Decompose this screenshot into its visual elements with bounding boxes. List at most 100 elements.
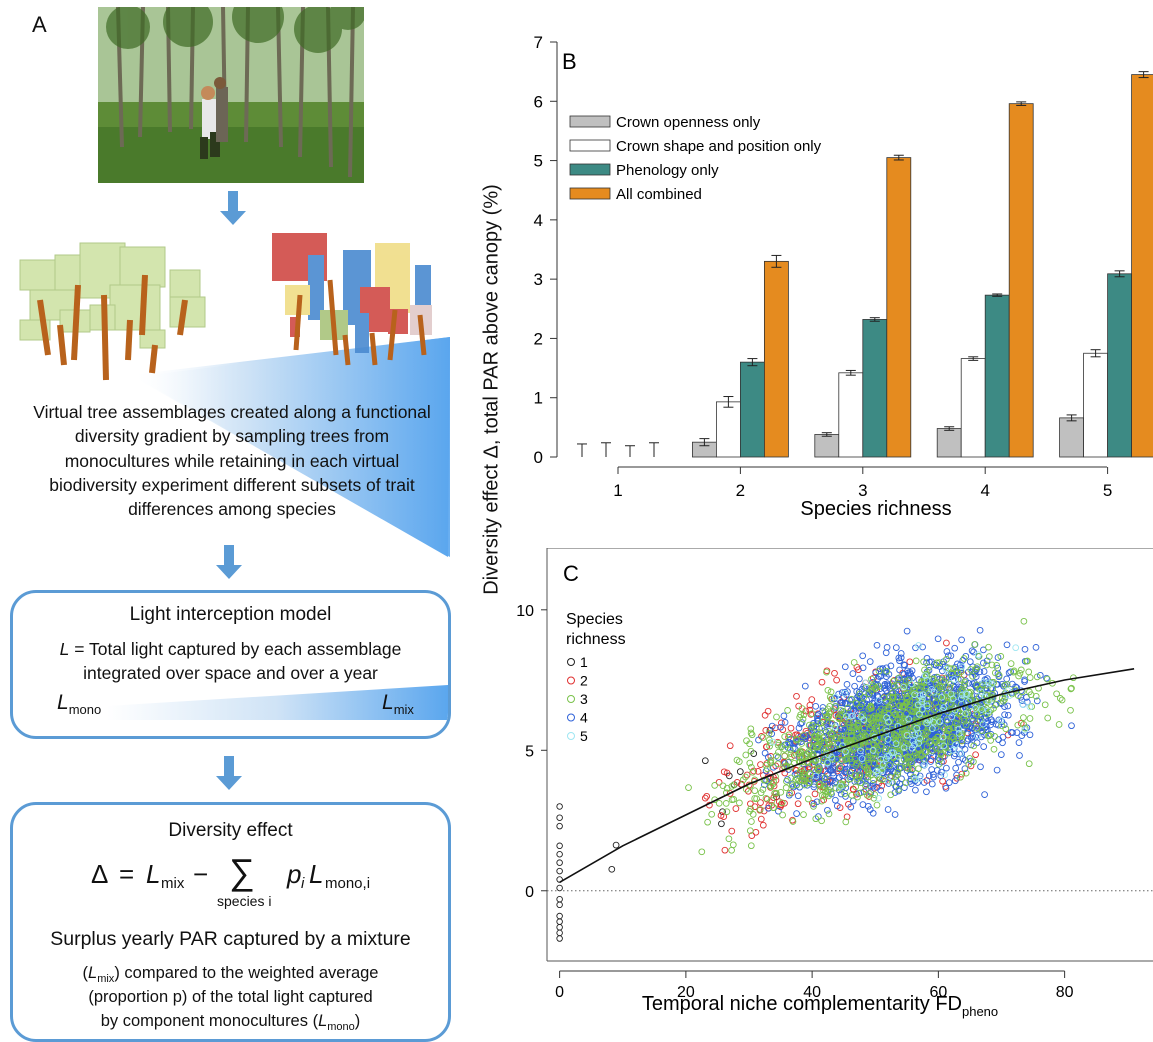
panel-c-point-sr3 <box>895 786 902 793</box>
panel-c-legend-label: 2 <box>580 673 588 689</box>
panel-c-point-sr1 <box>556 859 563 866</box>
panel-c-point-sr5 <box>905 715 913 723</box>
panel-c-point-sr4 <box>871 703 878 711</box>
panel-c-point-sr3 <box>845 721 853 729</box>
panel-c-point-sr3 <box>771 789 778 797</box>
panel-c-point-sr5 <box>915 642 922 649</box>
panel-c-point-sr4 <box>774 754 782 761</box>
panel-c-point-sr2 <box>723 769 731 777</box>
panel-c-point-sr3 <box>854 793 861 801</box>
line-a-rest: ) compared to the weighted average <box>114 964 379 982</box>
panel-c-point-sr3 <box>704 818 711 826</box>
panel-c-point-sr5 <box>963 691 971 698</box>
panel-c-point-sr3 <box>839 732 847 740</box>
panel-c-point-sr4 <box>892 644 900 651</box>
panel-c-point-sr3 <box>722 800 730 807</box>
panel-c-point-sr4 <box>1043 674 1050 682</box>
panel-c-point-sr3 <box>840 751 848 759</box>
panel-c-point-sr4 <box>815 711 822 718</box>
panel-c-point-sr3 <box>1055 721 1063 728</box>
panel-c-x-tick-label: 40 <box>803 984 821 1001</box>
panel-c-point-sr5 <box>857 747 864 755</box>
panel-c-point-sr3 <box>871 685 879 692</box>
panel-c-point-sr3 <box>890 682 898 690</box>
panel-c-point-sr5 <box>903 731 911 739</box>
panel-c-point-sr3 <box>922 673 930 681</box>
panel-c-point-sr3 <box>959 730 966 738</box>
panel-c-legend-marker <box>567 695 575 703</box>
panel-b-y-tick-label: 0 <box>534 448 543 467</box>
panel-c-point-sr3 <box>867 717 875 724</box>
panel-b-x-axis-label: Species richness <box>800 498 951 520</box>
panel-c-point-sr3 <box>997 653 1005 660</box>
panel-c-point-sr3 <box>1033 673 1041 681</box>
panel-c-point-sr3 <box>881 706 889 713</box>
light-model-title: Light interception model <box>129 604 332 625</box>
panel-c-point-sr3 <box>773 713 780 721</box>
panel-c-point-sr3 <box>789 782 796 789</box>
panel-c-point-sr3 <box>749 768 757 776</box>
panel-c-point-sr5 <box>882 755 890 763</box>
panel-c-point-sr2 <box>906 658 914 666</box>
panel-c-point-sr3 <box>827 730 835 738</box>
panel-c-point-sr3 <box>770 804 778 811</box>
panel-c-point-sr5 <box>908 680 916 688</box>
panel-c-point-sr2 <box>793 692 800 700</box>
panel-c-point-sr4 <box>951 777 959 785</box>
panel-c-point-sr4 <box>1001 711 1008 719</box>
panel-c-point-sr3 <box>903 693 910 701</box>
panel-c-point-sr3 <box>783 740 791 748</box>
panel-c-point-sr5 <box>900 744 908 751</box>
panel-c-point-sr3 <box>842 818 850 826</box>
panel-c-point-sr4 <box>883 768 890 776</box>
panel-c-point-sr1 <box>701 757 709 765</box>
panel-c-point-sr4 <box>981 791 988 798</box>
panel-c-point-sr4 <box>843 719 851 727</box>
panel-c-point-sr3 <box>894 771 901 779</box>
panel-c-point-sr4 <box>1033 697 1041 705</box>
panel-c-point-sr4 <box>943 648 951 655</box>
panel-c-point-sr4 <box>958 636 965 644</box>
panel-c-point-sr5 <box>892 740 900 748</box>
panel-c-point-sr5 <box>875 769 882 777</box>
panel-c-point-sr4 <box>838 689 846 696</box>
panel-c-point-sr5 <box>923 676 931 684</box>
panel-b-x-tick-label: 2 <box>736 481 745 500</box>
panel-c-point-sr4 <box>1003 675 1011 683</box>
panel-c-point-sr3 <box>809 743 817 751</box>
panel-c-point-sr5 <box>948 713 956 721</box>
panel-c-point-sr3 <box>870 712 878 720</box>
panel-c-point-sr4 <box>943 764 950 772</box>
panel-c-point-sr5 <box>862 679 870 687</box>
panel-c-point-sr3 <box>730 796 738 803</box>
panel-c-point-sr3 <box>895 674 903 682</box>
panel-c-point-sr5 <box>900 683 907 691</box>
panel-c-point-sr4 <box>980 743 988 750</box>
panel-c-point-sr2 <box>794 800 802 808</box>
panel-c-point-sr1 <box>556 803 563 810</box>
panel-c-point-sr3 <box>872 684 880 692</box>
panel-b-y-tick-label: 6 <box>534 92 543 111</box>
panel-c-point-sr2 <box>757 815 765 823</box>
panel-c-point-sr4 <box>900 661 908 669</box>
panel-c-point-sr2 <box>752 828 760 836</box>
panel-c-point-sr5 <box>918 706 926 713</box>
panel-c-point-sr3 <box>825 792 832 800</box>
panel-c-point-sr3 <box>848 731 855 739</box>
panel-c-point-sr2 <box>772 724 779 732</box>
panel-c-point-sr5 <box>911 741 918 748</box>
panel-c-point-sr4 <box>872 669 880 677</box>
panel-b-legend-swatch <box>569 115 611 128</box>
panel-c-point-sr3 <box>998 694 1006 702</box>
panel-c-point-sr2 <box>726 790 734 797</box>
panel-c-point-sr2 <box>761 711 769 719</box>
eq-sum-under: species i <box>217 893 272 909</box>
forest-photo <box>98 7 364 183</box>
panel-c-point-sr4 <box>869 780 877 787</box>
panel-c-point-sr3 <box>781 733 789 740</box>
panel-c-point-sr4 <box>952 764 960 772</box>
panel-b-x-tick-label: 4 <box>980 481 989 500</box>
panel-c-point-sr3 <box>872 737 880 745</box>
panel-c-point-sr4 <box>829 769 837 777</box>
panel-c-point-sr4 <box>970 717 977 724</box>
